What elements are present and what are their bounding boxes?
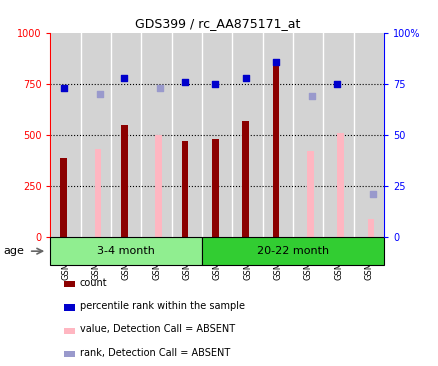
Bar — [60, 157, 67, 237]
Bar — [64, 351, 74, 357]
Bar — [155, 135, 162, 237]
Title: GDS399 / rc_AA875171_at: GDS399 / rc_AA875171_at — [134, 17, 299, 30]
Bar — [81, 33, 111, 237]
Bar — [111, 33, 141, 237]
Bar — [272, 60, 279, 237]
Bar — [262, 33, 293, 237]
Bar — [120, 125, 127, 237]
Point — [332, 81, 339, 87]
Point — [241, 75, 248, 81]
Bar — [171, 33, 201, 237]
Text: 20-22 month: 20-22 month — [257, 246, 328, 256]
Point — [96, 91, 103, 97]
Bar — [353, 33, 383, 237]
Text: value, Detection Call = ABSENT: value, Detection Call = ABSENT — [80, 324, 234, 334]
Bar — [50, 33, 81, 237]
Bar — [95, 149, 101, 237]
Point — [211, 81, 218, 87]
Bar — [64, 328, 74, 334]
Point — [368, 191, 375, 197]
Bar — [337, 133, 343, 237]
Text: age: age — [3, 246, 24, 256]
Bar — [64, 304, 74, 311]
Text: percentile rank within the sample: percentile rank within the sample — [80, 301, 244, 311]
Bar — [242, 121, 248, 237]
Point — [272, 59, 279, 64]
Text: count: count — [80, 278, 107, 288]
Bar — [307, 152, 313, 237]
Bar — [50, 237, 201, 265]
Point — [60, 85, 67, 91]
Bar — [181, 141, 188, 237]
Bar — [141, 33, 171, 237]
Bar — [323, 33, 353, 237]
Bar — [64, 281, 74, 287]
Bar — [293, 33, 323, 237]
Point — [181, 79, 188, 85]
Text: rank, Detection Call = ABSENT: rank, Detection Call = ABSENT — [80, 348, 230, 358]
Bar — [367, 219, 374, 237]
Point — [308, 93, 315, 99]
Bar — [212, 139, 218, 237]
Point — [156, 85, 163, 91]
Bar — [201, 33, 232, 237]
Bar — [201, 237, 383, 265]
Point — [120, 75, 127, 81]
Text: 3-4 month: 3-4 month — [97, 246, 155, 256]
Bar — [232, 33, 262, 237]
